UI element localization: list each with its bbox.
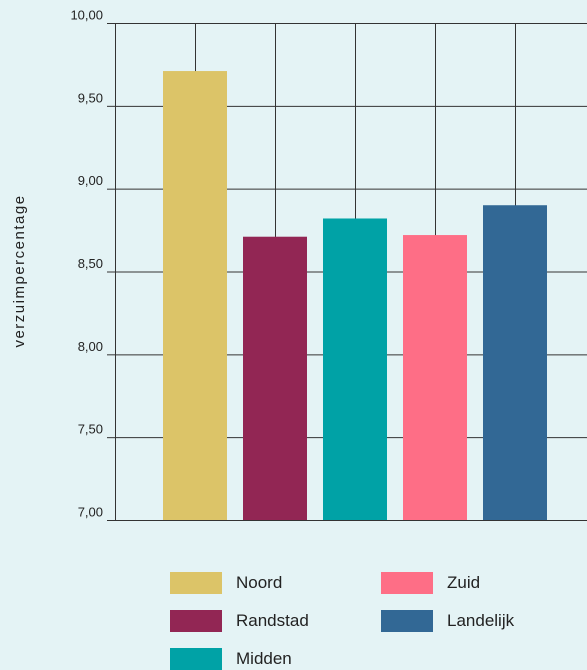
legend-swatch-randstad xyxy=(170,610,222,632)
legend-label-randstad: Randstad xyxy=(236,611,309,630)
legend-swatch-zuid xyxy=(381,572,433,594)
bars xyxy=(163,71,547,520)
y-tick-label-5: 9,50 xyxy=(78,90,103,105)
bar-zuid xyxy=(403,235,467,520)
y-axis-title: verzuimpercentage xyxy=(11,194,28,347)
y-tick-label-2: 8,00 xyxy=(78,339,103,354)
bar-randstad xyxy=(243,236,307,520)
legend-item-midden: Midden xyxy=(170,648,292,670)
legend-item-noord: Noord xyxy=(170,572,282,594)
legend-label-zuid: Zuid xyxy=(447,573,481,592)
bar-midden xyxy=(323,218,387,520)
legend-swatch-landelijk xyxy=(381,610,433,632)
legend-label-noord: Noord xyxy=(236,573,283,592)
y-tick-label-6: 10,00 xyxy=(70,8,103,23)
legend-swatch-noord xyxy=(170,572,222,594)
legend-item-randstad: Randstad xyxy=(170,610,309,632)
y-tick-label-1: 7,50 xyxy=(78,422,103,437)
bar-landelijk xyxy=(483,205,547,520)
legend-label-landelijk: Landelijk xyxy=(447,611,515,630)
legend-item-zuid: Zuid xyxy=(381,572,480,594)
y-tick-label-4: 9,00 xyxy=(78,173,103,188)
y-tick-label-3: 8,50 xyxy=(78,256,103,271)
legend-swatch-midden xyxy=(170,648,222,670)
y-axis-ticks: 7,00 7,50 8,00 8,50 9,00 9,50 10,00 xyxy=(70,8,103,520)
y-tick-label-0: 7,00 xyxy=(78,505,103,520)
legend: Noord Randstad Midden Zuid Landelijk xyxy=(170,572,570,670)
legend-label-midden: Midden xyxy=(236,649,292,668)
bar-noord xyxy=(163,71,227,520)
legend-item-landelijk: Landelijk xyxy=(381,610,514,632)
